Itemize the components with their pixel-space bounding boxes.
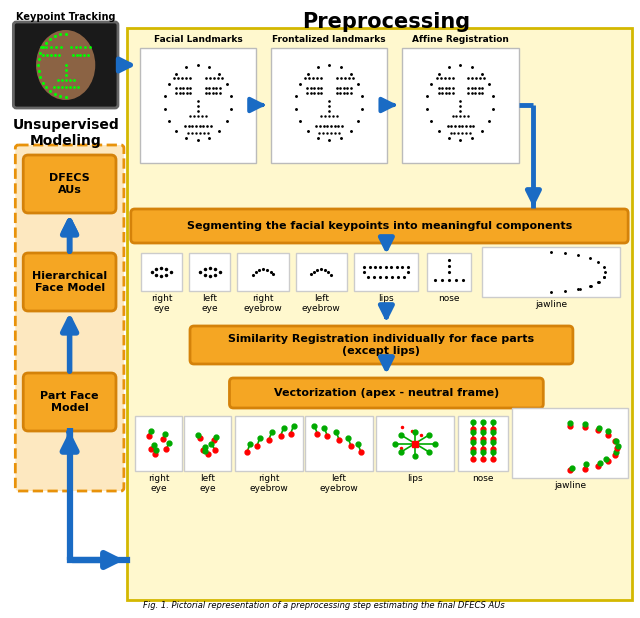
Bar	[271, 48, 387, 163]
Text: Part Face
Model: Part Face Model	[40, 391, 99, 413]
FancyBboxPatch shape	[15, 145, 124, 491]
Bar	[427, 253, 471, 291]
Text: Segmenting the facial keypoints into meaningful components: Segmenting the facial keypoints into mea…	[187, 221, 572, 231]
Bar	[482, 247, 620, 297]
FancyBboxPatch shape	[190, 326, 573, 364]
Text: Vectorization (apex - neutral frame): Vectorization (apex - neutral frame)	[274, 388, 499, 398]
Text: right
eyebrow: right eyebrow	[250, 474, 289, 493]
Bar	[236, 416, 303, 471]
Bar	[127, 28, 632, 600]
Text: Hierarchical
Face Model: Hierarchical Face Model	[32, 271, 107, 293]
Text: Facial Landmarks: Facial Landmarks	[154, 35, 243, 44]
Text: Preprocessing: Preprocessing	[302, 12, 470, 32]
Text: nose: nose	[472, 474, 494, 483]
Bar	[184, 416, 232, 471]
FancyBboxPatch shape	[13, 22, 118, 108]
Bar	[354, 253, 418, 291]
Text: right
eye: right eye	[148, 474, 169, 493]
Bar	[296, 253, 347, 291]
Bar	[140, 48, 256, 163]
Bar	[237, 253, 289, 291]
Bar	[458, 416, 508, 471]
Text: nose: nose	[438, 294, 460, 303]
Bar	[141, 253, 182, 291]
Text: Affine Registration: Affine Registration	[412, 35, 509, 44]
Ellipse shape	[36, 30, 95, 100]
Text: DFECS
AUs: DFECS AUs	[49, 173, 90, 195]
Text: Keypoint Tracking: Keypoint Tracking	[16, 12, 115, 22]
Text: jawline: jawline	[554, 481, 586, 490]
Bar	[376, 416, 454, 471]
Text: Similarity Registration individually for face parts
(except lips): Similarity Registration individually for…	[228, 334, 534, 356]
Text: left
eyebrow: left eyebrow	[319, 474, 358, 493]
Text: lips: lips	[378, 294, 394, 303]
FancyBboxPatch shape	[131, 209, 628, 243]
FancyBboxPatch shape	[230, 378, 543, 408]
Text: Frontalized landmarks: Frontalized landmarks	[273, 35, 386, 44]
Text: left
eyebrow: left eyebrow	[302, 294, 340, 313]
Text: left
eye: left eye	[202, 294, 218, 313]
Text: left
eye: left eye	[200, 474, 216, 493]
FancyBboxPatch shape	[23, 373, 116, 431]
Bar	[512, 408, 628, 478]
Text: Unsupervised
Modeling: Unsupervised Modeling	[12, 118, 119, 148]
Text: jawline: jawline	[535, 300, 567, 309]
FancyBboxPatch shape	[23, 155, 116, 213]
Bar	[305, 416, 372, 471]
Text: right
eyebrow: right eyebrow	[244, 294, 282, 313]
Bar	[402, 48, 518, 163]
Text: Fig. 1. Pictorial representation of a preprocessing step estimating the final DF: Fig. 1. Pictorial representation of a pr…	[143, 601, 505, 610]
FancyBboxPatch shape	[23, 253, 116, 311]
Text: right
eye: right eye	[150, 294, 172, 313]
Bar	[135, 416, 182, 471]
Bar	[189, 253, 230, 291]
Bar	[16, 25, 115, 105]
Text: lips: lips	[407, 474, 423, 483]
